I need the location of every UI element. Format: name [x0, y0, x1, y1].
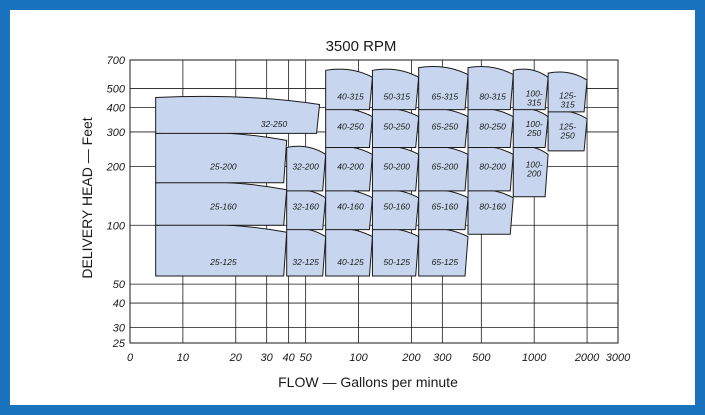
pump-region-label: 50-125 — [384, 257, 411, 267]
y-tick-label: 30 — [113, 323, 126, 335]
x-tick-label: 40 — [283, 352, 296, 364]
y-tick-label: 40 — [113, 298, 126, 310]
region-layer — [155, 65, 588, 277]
pump-region-label: 40-200 — [337, 161, 364, 171]
pump-region-label: 32-125 — [292, 257, 319, 267]
x-tick-label: 10 — [177, 352, 190, 364]
pump-region-label: 125-250 — [559, 122, 576, 141]
x-tick-label: 100 — [349, 352, 368, 364]
x-tick-label: 200 — [401, 352, 421, 364]
pump-region-label: 65-160 — [432, 201, 459, 211]
pump-region-label: 32-160 — [292, 201, 319, 211]
pump-region-label: 25-160 — [209, 201, 237, 211]
pump-region-label: 80-160 — [479, 201, 506, 211]
x-tick-label: 3000 — [606, 352, 631, 364]
chart-title: 3500 RPM — [326, 38, 397, 55]
plot-frame — [129, 59, 619, 344]
pump-region-label: 80-315 — [479, 92, 506, 102]
pump-region-65-125 — [418, 227, 469, 277]
pump-region-25-200 — [155, 131, 288, 184]
pump-region-50-125 — [371, 227, 420, 277]
y-tick-label: 500 — [107, 84, 126, 96]
pump-region-label: 50-250 — [384, 121, 411, 131]
pump-region-50-315 — [371, 68, 420, 111]
pump-region-80-315 — [467, 65, 514, 111]
pump-region-label: 40-160 — [337, 201, 364, 211]
y-tick-label: 200 — [106, 161, 126, 173]
y-tick-label: 700 — [107, 55, 126, 67]
pump-region-32-250 — [155, 95, 321, 134]
chart-panel: 25-125 25-160 25-200 32-250 32-125 32-160 32-2… — [10, 10, 695, 405]
pump-region-25-125 — [155, 223, 288, 277]
y-tick-label: 25 — [112, 338, 126, 350]
y-tick-label: 400 — [107, 103, 126, 115]
region-label-layer: 25-125 25-160 25-200 32-250 32-125 32-160 32-2… — [209, 89, 576, 267]
x-tick-label: 2000 — [574, 352, 600, 364]
tick-layer: 0 10 20 30 40 50 100 200 300 500 1000 2000 3000 25 30 4… — [106, 55, 631, 364]
pump-region-label: 100-250 — [526, 119, 543, 138]
pump-region-40-125 — [325, 227, 373, 277]
x-tick-label: 0 — [127, 352, 134, 364]
pump-region-label: 32-250 — [261, 119, 288, 129]
pump-region-label: 125-315 — [559, 90, 576, 109]
pump-region-label: 100-200 — [526, 160, 543, 179]
x-axis-label: FLOW — Gallons per minute — [278, 374, 458, 390]
pump-region-label: 65-315 — [432, 92, 459, 102]
pump-region-65-315 — [418, 65, 469, 111]
x-tick-label: 20 — [229, 352, 243, 364]
y-tick-label: 50 — [113, 279, 126, 291]
x-tick-label: 500 — [472, 352, 491, 364]
pump-region-label: 25-125 — [209, 257, 237, 267]
x-tick-label: 50 — [300, 352, 313, 364]
pump-region-label: 40-125 — [337, 257, 364, 267]
x-tick-label: 300 — [433, 352, 452, 364]
pump-region-label: 50-315 — [384, 92, 411, 102]
pump-region-label: 100-315 — [526, 89, 543, 108]
pump-region-32-125 — [286, 227, 327, 277]
pump-region-label: 50-200 — [384, 161, 411, 171]
pump-region-label: 65-200 — [432, 161, 459, 171]
x-tick-label: 1000 — [522, 352, 547, 364]
pump-region-label: 50-160 — [384, 201, 411, 211]
pump-region-label: 80-250 — [479, 121, 506, 131]
y-axis-label: DELIVERY HEAD — Feet — [79, 117, 95, 278]
pump-region-label: 25-200 — [209, 161, 237, 171]
pump-region-label: 80-200 — [479, 161, 506, 171]
pump-region-label: 65-250 — [432, 121, 459, 131]
pump-region-80-160 — [467, 189, 514, 235]
y-tick-label: 300 — [107, 127, 126, 139]
pump-region-125-315 — [547, 71, 588, 113]
pump-region-label: 40-250 — [337, 121, 364, 131]
pump-region-label: 65-125 — [432, 257, 459, 267]
pump-region-40-315 — [325, 68, 373, 111]
y-tick-label: 100 — [107, 220, 126, 232]
pump-region-label: 32-200 — [292, 161, 319, 171]
chart-svg: 25-125 25-160 25-200 32-250 32-125 32-160 32-2… — [79, 38, 631, 390]
x-tick-label: 30 — [261, 352, 274, 364]
pump-region-label: 40-315 — [337, 92, 364, 102]
